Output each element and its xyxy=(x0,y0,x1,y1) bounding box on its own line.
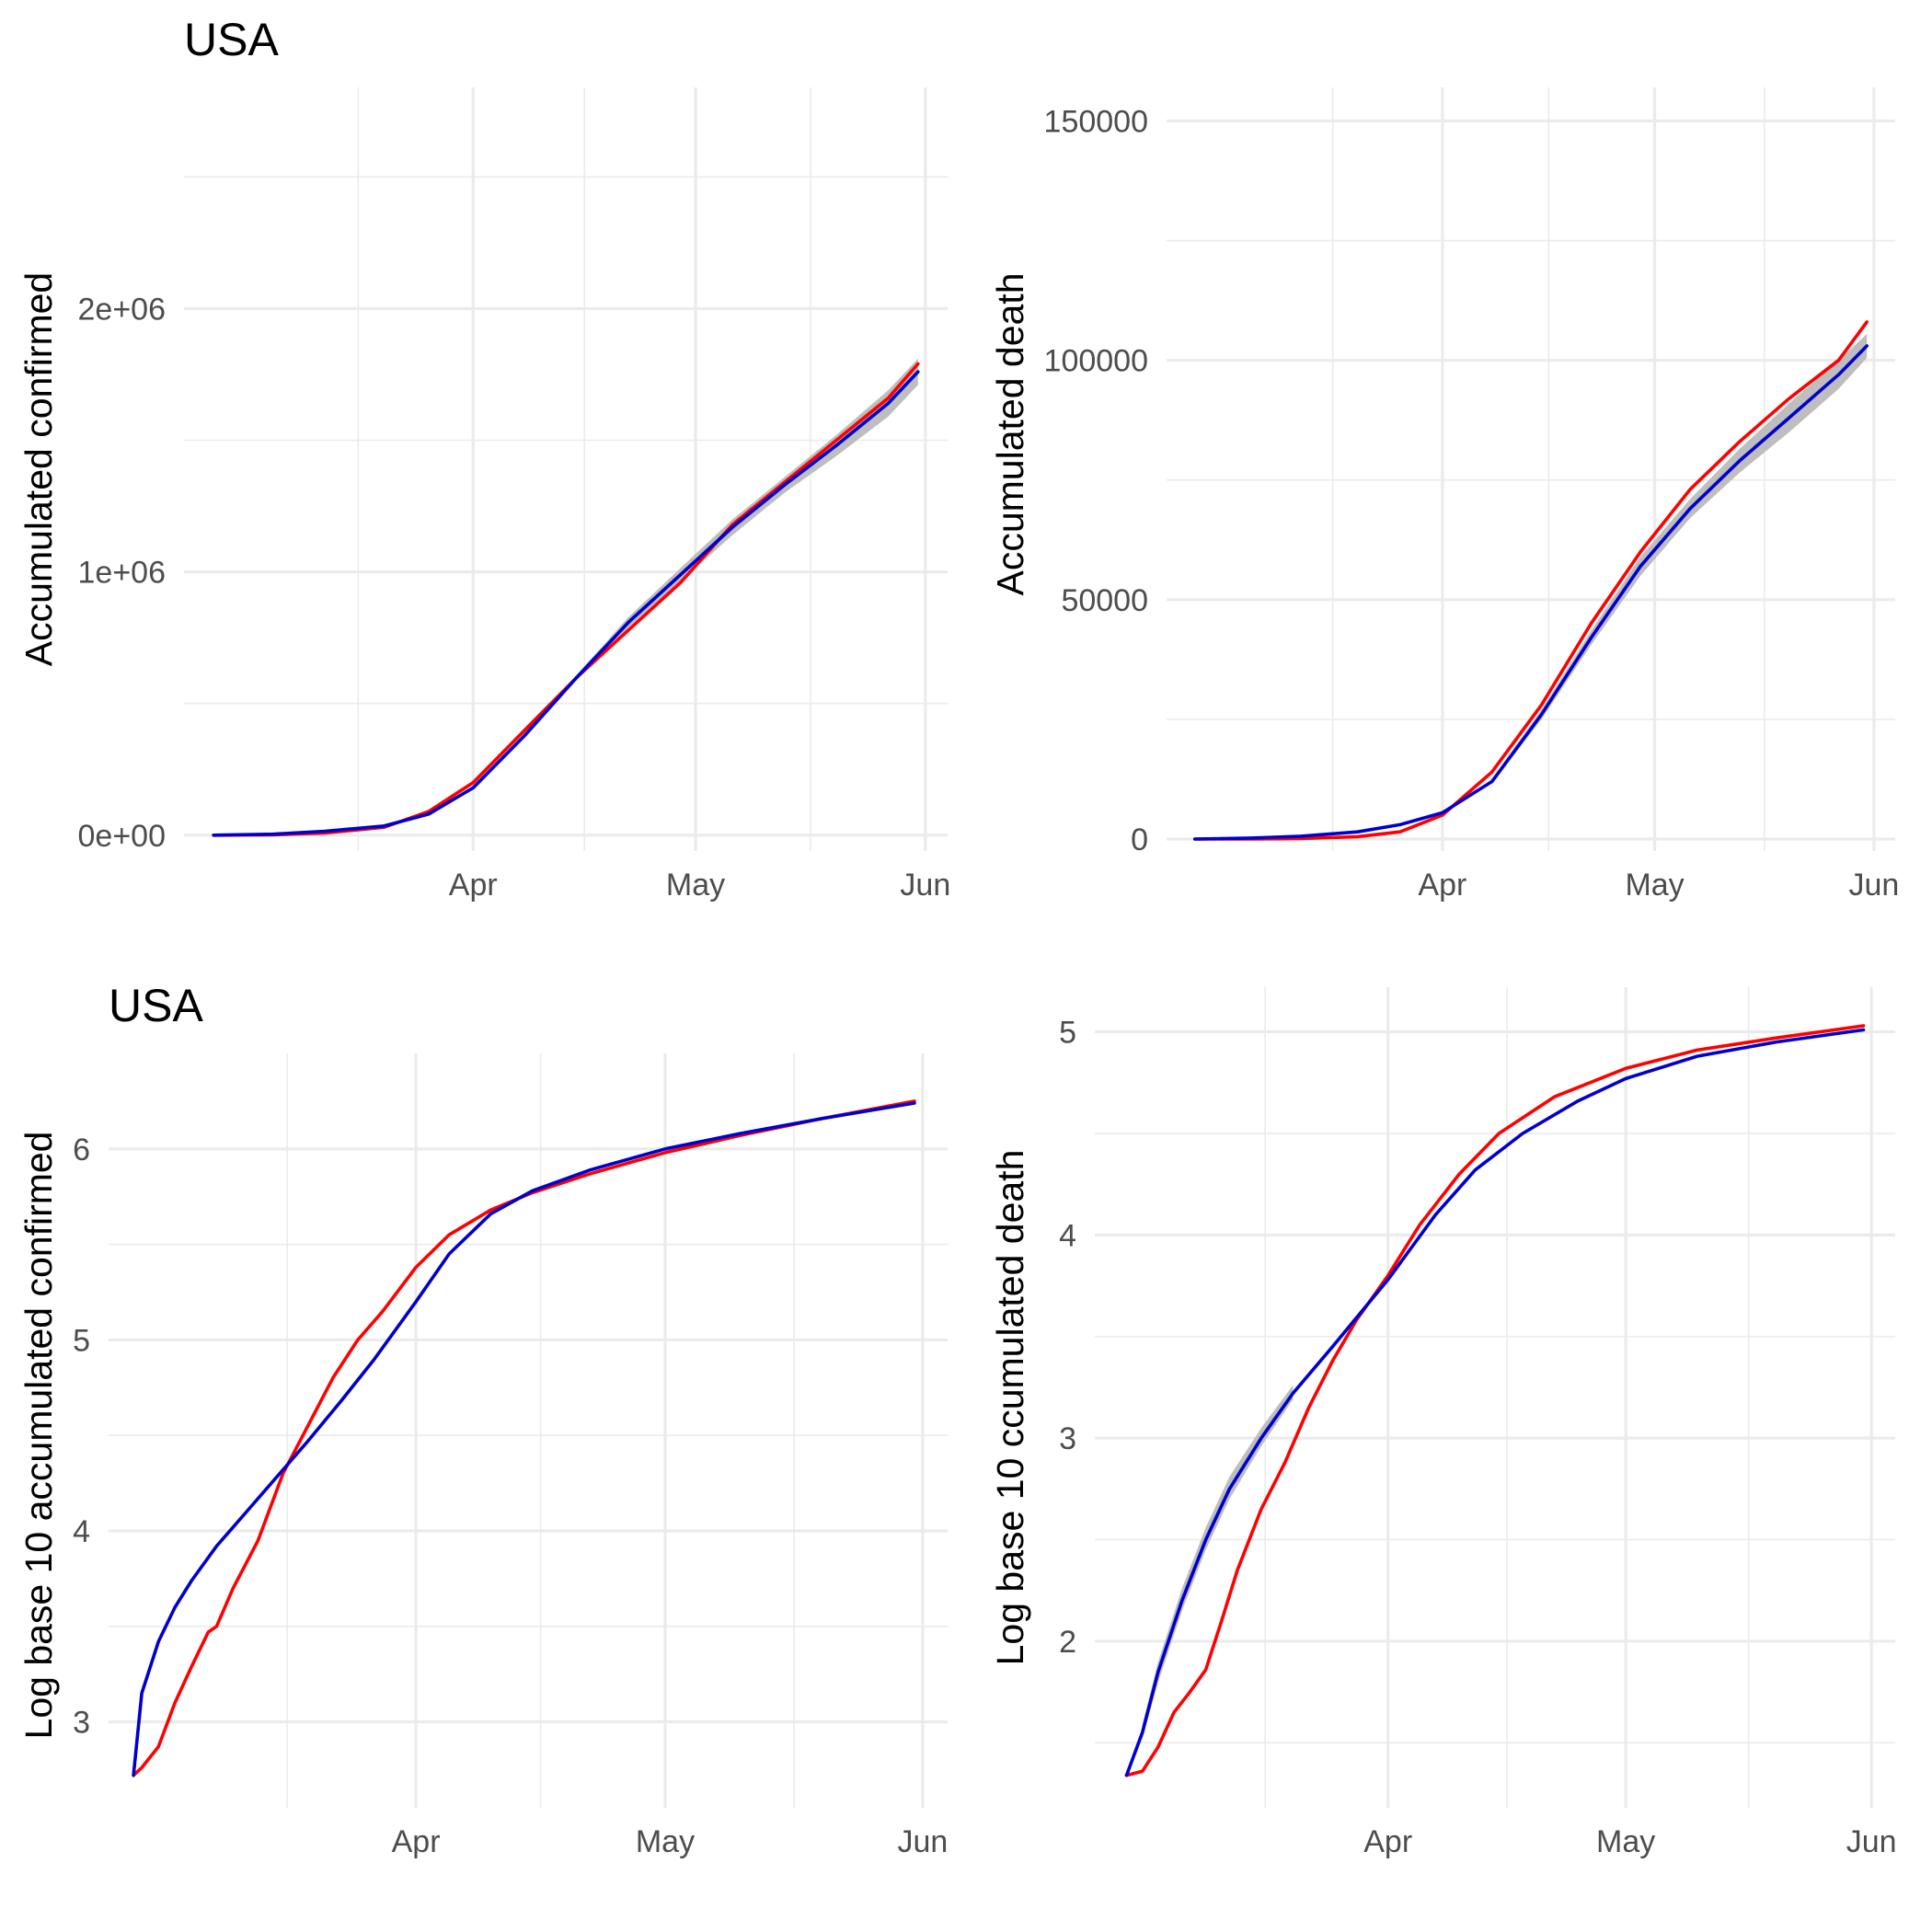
panel-accumulated-death: Apr May Jun 0 50000 100000 150000 Accumulated … xyxy=(989,87,1899,903)
x-tick-label: Apr xyxy=(449,868,498,903)
x-tick-label: May xyxy=(1596,1824,1655,1859)
series-line-fitted xyxy=(1124,1028,1866,1777)
y-tick-label: 5 xyxy=(73,1323,90,1358)
confidence-band xyxy=(577,358,918,680)
y-tick-label: 0 xyxy=(1131,822,1148,857)
series-line-fitted xyxy=(1193,344,1869,841)
panel-log-death: Apr May Jun 2 3 4 5 Log base 10 ccumulated dea… xyxy=(989,987,1897,1859)
y-tick-label: 2e+06 xyxy=(78,292,167,327)
panel-title: USA xyxy=(109,980,203,1031)
y-tick-label: 150000 xyxy=(1044,104,1148,139)
y-tick-label: 4 xyxy=(1059,1218,1076,1253)
confidence-band xyxy=(1142,1385,1294,1739)
x-tick-label: Jun xyxy=(897,1824,948,1859)
y-axis-title: Accumulated confirmed xyxy=(17,272,60,666)
series-line-observed xyxy=(1193,320,1869,841)
x-tick-label: May xyxy=(666,868,725,903)
confidence-band xyxy=(1491,334,1868,785)
series-line-fitted xyxy=(212,370,920,837)
y-tick-label: 4 xyxy=(73,1514,90,1549)
y-axis-title: Accumulated death xyxy=(989,272,1031,595)
panel-log-confirmed: USA Apr May Jun 3 4 5 6 Log base 10 accumulate… xyxy=(17,980,948,1859)
series-line-observed xyxy=(212,362,920,837)
y-axis-title: Log base 10 ccumulated death xyxy=(989,1150,1031,1666)
panel-title: USA xyxy=(184,14,279,65)
series-line-observed xyxy=(132,1099,916,1777)
y-tick-label: 2 xyxy=(1059,1625,1076,1660)
y-tick-label: 1e+06 xyxy=(78,556,167,591)
y-tick-label: 5 xyxy=(1059,1016,1076,1051)
y-tick-label: 3 xyxy=(1059,1421,1076,1456)
y-tick-label: 100000 xyxy=(1044,344,1148,379)
series-line-fitted xyxy=(132,1101,916,1777)
x-tick-label: May xyxy=(1625,868,1684,903)
x-tick-label: Jun xyxy=(1849,868,1900,903)
series-line-observed xyxy=(1124,1024,1866,1777)
x-tick-label: Apr xyxy=(392,1824,441,1859)
y-tick-label: 6 xyxy=(73,1133,90,1167)
x-tick-label: Apr xyxy=(1363,1824,1412,1859)
x-tick-label: Apr xyxy=(1418,868,1466,903)
y-tick-label: 0e+00 xyxy=(78,819,167,854)
x-tick-label: May xyxy=(636,1824,695,1859)
x-tick-label: Jun xyxy=(900,868,950,903)
y-tick-label: 3 xyxy=(73,1706,90,1741)
panel-accumulated-confirmed: USA Apr May Jun 0e+00 1e+06 2e+06 Accumulated… xyxy=(17,14,950,903)
x-tick-label: Jun xyxy=(1846,1824,1897,1859)
y-tick-label: 50000 xyxy=(1061,583,1148,618)
y-axis-title: Log base 10 accumulated confirmed xyxy=(17,1132,60,1740)
